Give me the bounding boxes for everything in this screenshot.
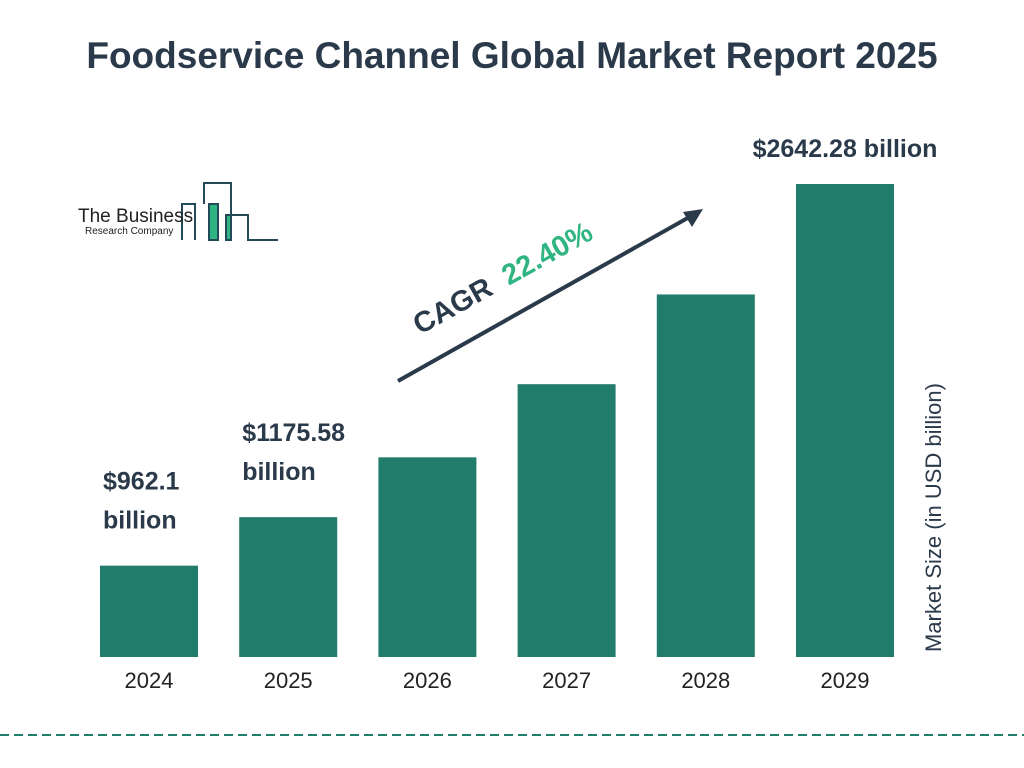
x-tick-2028: 2028 xyxy=(681,668,730,693)
cagr-value: 22.40% xyxy=(497,216,599,292)
chart-title: Foodservice Channel Global Market Report… xyxy=(86,35,938,76)
logo-text-line1: The Business xyxy=(78,206,194,227)
data-label-2025: $1175.58 billion xyxy=(242,419,345,486)
cagr-arrow-line xyxy=(397,213,694,383)
x-tick-2025: 2025 xyxy=(264,668,313,693)
logo-buildings-icon xyxy=(181,182,278,241)
x-tick-2027: 2027 xyxy=(542,668,591,693)
bar-2026 xyxy=(378,457,477,657)
logo-text-line2: Research Company xyxy=(85,226,174,237)
bar-2028 xyxy=(656,294,755,657)
x-tick-2024: 2024 xyxy=(125,668,174,693)
y-axis-label: Market Size (in USD billion) xyxy=(921,383,946,652)
x-tick-2026: 2026 xyxy=(403,668,452,693)
bar-2027 xyxy=(517,384,616,657)
data-label-2024: $962.1 billion xyxy=(103,468,180,535)
bar-2025 xyxy=(239,517,338,657)
cagr-arrow-head-icon xyxy=(683,209,703,227)
bar-2029 xyxy=(796,184,894,657)
data-label-2029: $2642.28 billion xyxy=(753,135,938,163)
bar-2024 xyxy=(100,565,198,657)
x-tick-2029: 2029 xyxy=(821,668,870,693)
